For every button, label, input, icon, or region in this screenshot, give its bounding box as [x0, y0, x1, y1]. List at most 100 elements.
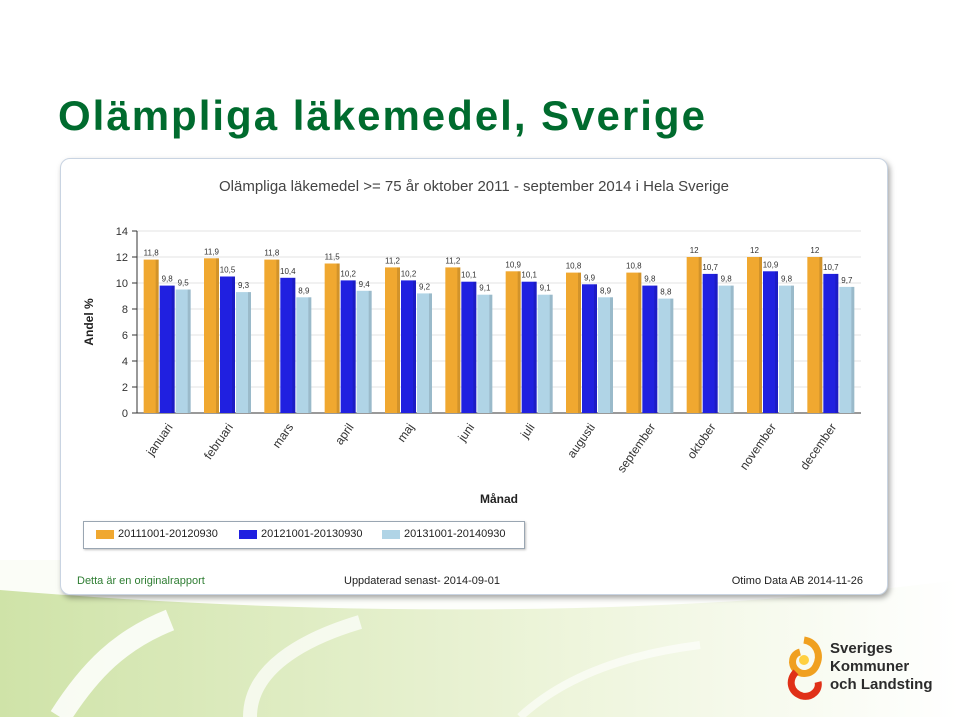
legend-swatch-2 [239, 529, 257, 539]
data-label: 9,5 [178, 279, 190, 288]
data-label: 11,8 [144, 249, 160, 258]
x-tick-label: mars [270, 421, 297, 451]
x-tick-label: december [797, 421, 839, 473]
data-label: 10,7 [702, 263, 718, 272]
bar-shade [276, 259, 280, 413]
bar [159, 285, 175, 413]
legend-label-1: 20111001-20120930 [118, 528, 218, 540]
bar [461, 281, 477, 413]
data-label: 9,1 [540, 284, 552, 293]
y-tick-label: 10 [116, 278, 128, 290]
updated-date: Uppdaterad senast- 2014-09-01 [344, 575, 500, 587]
bar-shade [489, 294, 493, 413]
bar [477, 294, 493, 413]
source-credit: Otimo Data AB 2014-11-26 [731, 575, 863, 587]
bar [718, 285, 734, 413]
original-report-link[interactable]: Detta är en originalrapport [77, 575, 205, 587]
bar [642, 285, 658, 413]
bar [264, 259, 280, 413]
bar-shade [594, 284, 597, 413]
data-label: 10,9 [505, 260, 521, 269]
data-label: 11,2 [445, 256, 461, 265]
skl-logo-icon [787, 636, 822, 700]
chart-legend: 20111001-20120930 20121001-20130930 2013… [83, 521, 525, 549]
bar-shade [368, 290, 372, 413]
data-label: 9,1 [479, 284, 491, 293]
bar-shade [759, 257, 762, 413]
bar-shade [670, 298, 674, 413]
data-label: 9,9 [584, 273, 596, 282]
x-tick-label: oktober [684, 421, 718, 462]
bar [807, 257, 823, 413]
bar [220, 276, 235, 413]
bar [204, 258, 219, 413]
y-tick-label: 12 [116, 252, 128, 264]
bar-shade [352, 280, 356, 413]
data-label: 11,5 [325, 253, 341, 262]
bar-shade [473, 281, 477, 413]
data-label: 9,8 [644, 275, 656, 284]
data-label: 12 [690, 246, 699, 255]
data-label: 9,8 [721, 275, 733, 284]
chart-title: Olämpliga läkemedel >= 75 år oktober 201… [219, 178, 729, 195]
data-label: 11,8 [264, 249, 280, 258]
data-label: 8,9 [298, 286, 310, 295]
bar [143, 259, 159, 413]
data-label: 10,7 [823, 263, 839, 272]
skl-logo: Sveriges Kommuner och Landsting [782, 636, 952, 702]
bar-shade [610, 297, 613, 413]
bar [417, 293, 432, 413]
bar [505, 271, 521, 413]
bar-shade [336, 263, 340, 413]
slide-title: Olämpliga läkemedel, Sverige [58, 92, 707, 139]
x-tick-label: januari [143, 421, 176, 459]
legend-item-series-2: 20121001-20130930 [239, 528, 363, 540]
data-label: 10,1 [521, 271, 537, 280]
bar [626, 272, 642, 413]
data-label: 10,2 [401, 269, 417, 278]
legend-swatch-3 [382, 529, 400, 539]
x-tick-label: november [737, 421, 779, 473]
y-tick-label: 14 [116, 226, 128, 238]
data-label: 12 [810, 246, 819, 255]
bar [566, 272, 581, 413]
chart-panel: Olämpliga läkemedel >= 75 år oktober 201… [60, 158, 888, 595]
bar [296, 297, 312, 413]
data-label: 8,9 [600, 286, 612, 295]
bar-shade [654, 285, 658, 413]
x-tick-label: augusti [564, 421, 598, 461]
x-tick-label: april [332, 421, 356, 448]
y-tick-label: 6 [122, 330, 128, 342]
bar [763, 271, 778, 413]
bar [779, 285, 794, 413]
y-tick-label: 4 [122, 356, 128, 368]
x-tick-label: februari [201, 421, 236, 462]
data-label: 9,2 [419, 282, 431, 291]
x-tick-label: juni [455, 421, 478, 445]
bar [686, 257, 702, 413]
bar [401, 280, 416, 413]
bar-shade [457, 267, 461, 413]
bar [747, 257, 762, 413]
y-tick-label: 0 [122, 408, 128, 420]
data-label: 10,2 [340, 269, 356, 278]
bar-shade [248, 292, 251, 413]
bar-chart: Olämpliga läkemedel >= 75 år oktober 201… [82, 178, 861, 506]
bar-shade [638, 272, 642, 413]
bar-shade [549, 294, 553, 413]
bar [521, 281, 537, 413]
bar [823, 273, 839, 413]
bar-shade [171, 285, 175, 413]
bar [280, 277, 296, 413]
data-label: 9,7 [841, 276, 853, 285]
bar-shade [698, 257, 702, 413]
bar-shade [835, 273, 839, 413]
data-label: 9,4 [359, 280, 371, 289]
x-tick-label: september [614, 421, 658, 475]
bar [598, 297, 613, 413]
bar-shade [216, 258, 219, 413]
y-axis-title: Andel % [82, 298, 96, 346]
bar [839, 286, 855, 413]
legend-label-2: 20121001-20130930 [261, 528, 363, 540]
data-label: 9,3 [238, 281, 250, 290]
